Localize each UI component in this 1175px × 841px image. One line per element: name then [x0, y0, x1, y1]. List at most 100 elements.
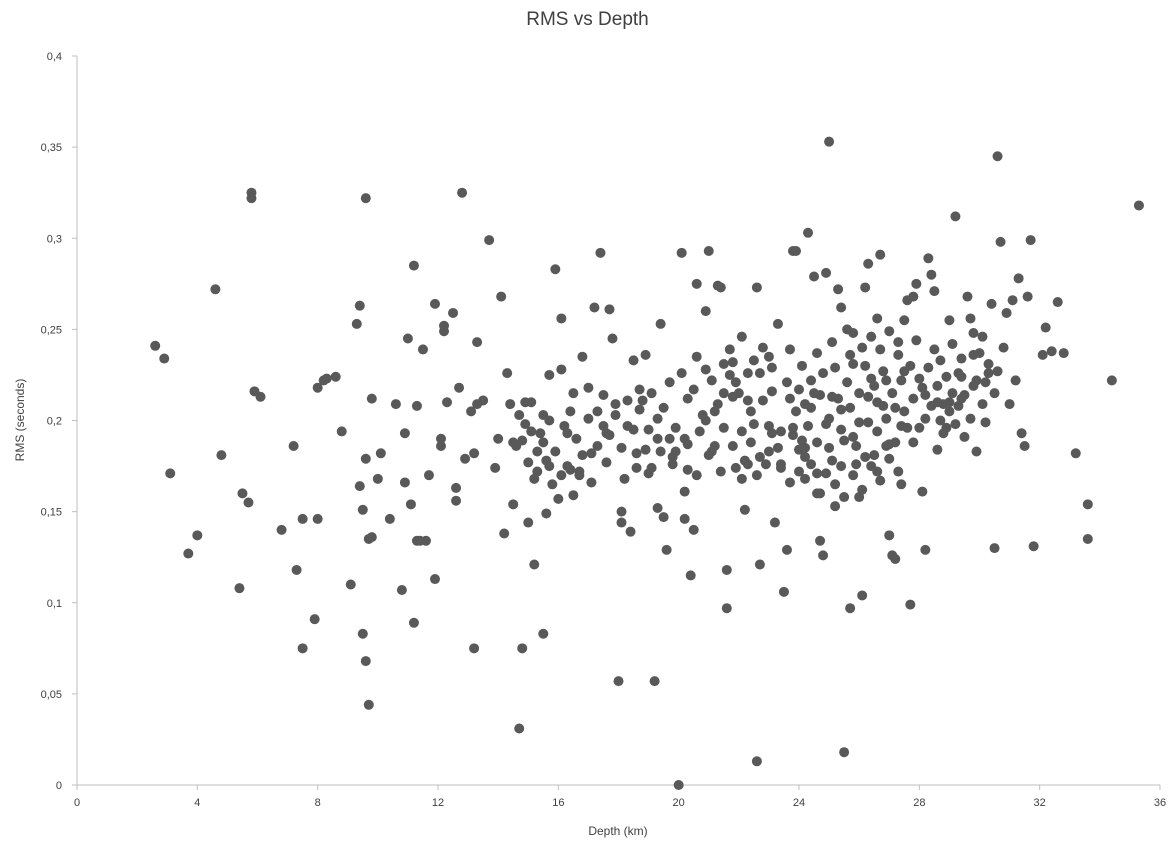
data-point [742, 368, 753, 379]
data-point [986, 298, 997, 309]
data-point [920, 389, 931, 400]
data-point [150, 340, 161, 351]
data-point [457, 187, 468, 198]
data-point [848, 431, 859, 442]
data-point [216, 450, 227, 461]
data-point [806, 459, 817, 470]
data-point [330, 371, 341, 382]
data-point [276, 524, 287, 535]
data-point [797, 360, 808, 371]
data-point [652, 433, 663, 444]
data-point [956, 393, 967, 404]
data-point [863, 258, 874, 269]
data-point [192, 530, 203, 541]
data-point [875, 344, 886, 355]
data-point [715, 466, 726, 477]
data-point [872, 466, 883, 477]
data-point [676, 247, 687, 258]
data-point [577, 351, 588, 362]
data-point [914, 422, 925, 433]
data-point [827, 455, 838, 466]
data-point [881, 375, 892, 386]
data-point [851, 441, 862, 452]
x-tick-labels: 0 4 8 12 16 20 24 28 32 36 [74, 785, 1166, 809]
y-tick-labels: 0 0,05 0,1 0,15 0,2 0,25 0,3 0,35 0,4 [41, 51, 77, 792]
data-point [402, 333, 413, 344]
data-point [923, 253, 934, 264]
data-point [836, 424, 847, 435]
data-point [908, 291, 919, 302]
data-point [556, 364, 567, 375]
data-point [947, 338, 958, 349]
data-point [574, 470, 585, 481]
data-point [932, 397, 943, 408]
data-point [484, 235, 495, 246]
data-point [878, 366, 889, 377]
data-point [866, 331, 877, 342]
data-point [965, 313, 976, 324]
data-point [297, 513, 308, 524]
data-point [658, 512, 669, 523]
data-point [655, 318, 666, 329]
data-point [538, 437, 549, 448]
data-point [556, 313, 567, 324]
data-point [941, 371, 952, 382]
data-point [1010, 375, 1021, 386]
data-point [854, 417, 865, 428]
data-point [989, 388, 1000, 399]
data-point [628, 424, 639, 435]
data-point [619, 473, 630, 484]
data-point [974, 348, 985, 359]
data-point [914, 373, 925, 384]
data-point [754, 368, 765, 379]
data-point [408, 260, 419, 271]
data-point [815, 389, 826, 400]
data-point [775, 426, 786, 437]
data-point [442, 397, 453, 408]
data-point [703, 246, 714, 257]
data-point [679, 486, 690, 497]
data-point [363, 699, 374, 710]
data-point [520, 397, 531, 408]
data-point [622, 395, 633, 406]
data-point [839, 747, 850, 758]
data-point [1001, 307, 1012, 318]
data-point [893, 337, 904, 348]
data-point [911, 278, 922, 289]
data-point [794, 466, 804, 477]
chart-title: RMS vs Depth [526, 9, 649, 30]
data-point [935, 355, 946, 366]
data-point [514, 410, 525, 421]
data-point [565, 406, 576, 417]
data-point [784, 393, 795, 404]
data-point [857, 590, 868, 601]
data-point [357, 628, 368, 639]
data-point [992, 366, 1003, 377]
data-point [872, 426, 883, 437]
data-point [565, 464, 576, 475]
data-point [824, 442, 835, 453]
data-point [658, 402, 669, 413]
data-point [670, 422, 681, 433]
data-point [1019, 441, 1030, 452]
data-point [490, 462, 501, 473]
x-tick-label: 8 [315, 797, 321, 809]
data-point [553, 493, 564, 504]
data-point [956, 371, 967, 382]
data-point [679, 433, 690, 444]
data-point [655, 446, 666, 457]
data-point [550, 264, 561, 275]
data-point [754, 451, 765, 462]
data-point [676, 368, 687, 379]
data-point [818, 550, 829, 561]
data-point [613, 676, 624, 687]
data-point [523, 517, 534, 528]
data-point [800, 451, 811, 462]
data-point [845, 402, 856, 413]
data-point [968, 380, 979, 391]
data-point [763, 420, 774, 431]
data-point [390, 399, 401, 410]
y-tick-label: 0,05 [41, 689, 62, 701]
data-point [616, 517, 627, 528]
